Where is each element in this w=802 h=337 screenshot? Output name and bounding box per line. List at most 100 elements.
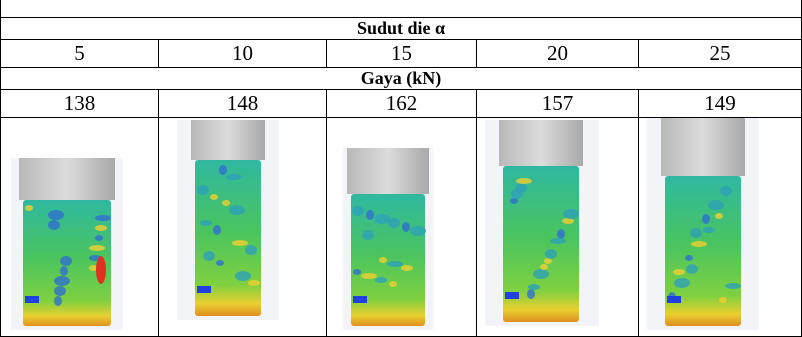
image-part [366,210,374,220]
image-part [235,271,251,281]
image-part [96,256,106,284]
angle-row: 510152025 [1,40,802,68]
image-part [550,238,566,244]
image-part [685,255,693,261]
image-part [499,120,583,166]
angle-header: Sudut die α [1,18,802,40]
page: Sudut die α 510152025 Gaya (kN) 13814816… [0,0,802,336]
image-cell [1,118,159,337]
image-part [511,189,523,199]
results-table: Sudut die α 510152025 Gaya (kN) 13814816… [0,0,802,337]
image-part [19,158,115,200]
simulation-image [477,118,637,334]
image-part [401,265,413,271]
image-row [1,118,802,337]
angle-cell: 5 [1,40,159,68]
force-header: Gaya (kN) [1,68,802,90]
image-part [545,249,557,259]
image-part [191,120,265,160]
image-part [353,296,367,303]
image-part [245,245,257,255]
image-part [89,265,97,271]
image-cell [327,118,477,337]
image-part [673,269,685,275]
simulation-image [327,118,487,334]
image-part [505,292,519,299]
force-cell: 138 [1,90,159,118]
image-part [89,245,105,251]
image-part [691,241,707,247]
image-part [48,210,64,220]
image-part [557,229,565,239]
image-part [703,227,715,233]
image-part [374,214,390,224]
image-part [213,225,221,235]
image-part [516,178,532,184]
angle-cell: 10 [159,40,327,68]
image-part [667,296,681,303]
image-part [720,186,732,196]
image-part [25,296,39,303]
simulation-image [1,118,161,334]
image-part [248,280,260,286]
image-part [540,264,548,270]
image-part [210,194,218,200]
image-cell [477,118,639,337]
image-part [54,286,66,296]
image-part [674,278,690,288]
image-part [725,283,741,289]
image-part [95,225,107,231]
simulation-image [639,118,799,334]
image-part [708,200,724,210]
image-part [533,269,549,279]
image-part [719,297,727,303]
force-header-row: Gaya (kN) [1,68,802,90]
image-part [60,266,68,276]
image-part [60,256,72,266]
image-part [95,235,103,241]
force-cell: 149 [639,90,802,118]
image-part [389,281,397,287]
image-part [410,226,426,236]
cut-row [1,0,802,18]
image-part [375,277,387,283]
image-part [95,215,111,221]
image-part [222,200,230,206]
angle-cell: 20 [477,40,639,68]
image-part [690,228,702,238]
image-part [197,185,209,195]
image-part [715,213,723,219]
image-part [361,273,377,279]
image-part [347,148,429,194]
image-part [563,209,579,219]
image-part [686,264,698,274]
angle-cell: 25 [639,40,802,68]
cut-cell [1,0,802,18]
image-part [528,284,540,290]
image-part [216,260,224,266]
image-part [379,257,387,263]
image-part [402,222,410,232]
angle-header-row: Sudut die α [1,18,802,40]
image-part [48,220,60,230]
image-part [200,220,212,226]
image-part [203,251,215,261]
force-cell: 148 [159,90,327,118]
image-part [353,269,361,275]
image-part [219,165,227,175]
force-cell: 157 [477,90,639,118]
image-cell [639,118,802,337]
image-part [702,214,710,224]
image-part [232,240,248,246]
angle-cell: 15 [327,40,477,68]
simulation-image [159,118,319,334]
image-part [54,276,70,286]
image-part [229,205,245,215]
image-cell [159,118,327,337]
image-part [25,205,33,211]
image-part [527,289,535,299]
image-part [362,230,374,240]
image-part [388,218,400,228]
image-part [226,174,242,180]
